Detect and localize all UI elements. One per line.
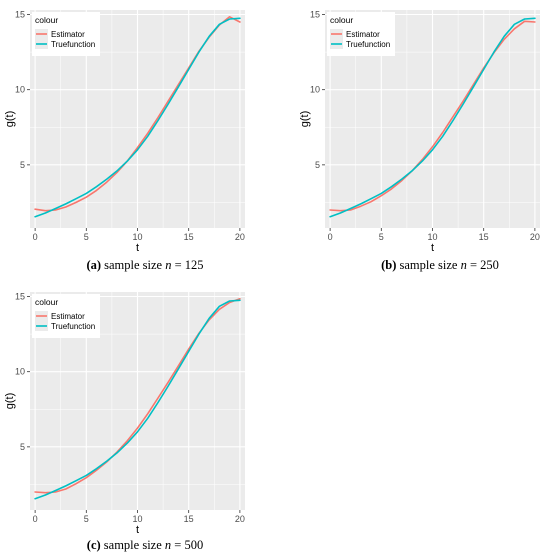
chart-panel-a: 0 5 10 15 20 5 10 15 t g(t) colour Estimator Truefun…	[0, 0, 250, 255]
y-tick-label: 5	[20, 160, 25, 170]
x-tick-label: 20	[235, 232, 245, 242]
x-tick-label: 10	[132, 232, 142, 242]
x-axis-label: t	[136, 242, 139, 254]
y-tick-label: 10	[15, 367, 25, 377]
legend-title: colour	[35, 297, 58, 307]
legend-entry: Estimator	[51, 30, 85, 39]
legend-entry: Truefunction	[346, 40, 390, 49]
x-tick-label: 0	[33, 232, 38, 242]
x-tick-label: 10	[427, 232, 437, 242]
legend-title: colour	[330, 15, 353, 25]
y-tick-label: 15	[15, 292, 25, 302]
series-line-truefunction	[34, 17, 241, 218]
chart-svg: 0 5 10 15 20 5 10 15 t g(t) colour EstimatorTruefun…	[299, 10, 540, 254]
y-tick-label: 10	[15, 85, 25, 95]
chart-panel-b: 0 5 10 15 20 5 10 15 t g(t) colour Estimator Truefun…	[295, 0, 545, 255]
x-tick-label: 20	[530, 232, 540, 242]
x-axis-label: t	[136, 524, 139, 536]
x-tick-label: 5	[84, 514, 89, 524]
x-tick-label: 15	[184, 232, 194, 242]
y-axis-label: g(t)	[4, 111, 16, 128]
caption-c: (c) sample size n = 500	[86, 538, 204, 552]
chart-svg: 0 5 10 15 20 5 10 15 t g(t) colour EstimatorTruefun…	[4, 10, 245, 254]
x-axis-label: t	[431, 242, 434, 254]
chart-svg: 0 5 10 15 20 5 10 15 t g(t) colour EstimatorTruefun…	[4, 292, 245, 536]
series-line-estimator	[329, 20, 536, 212]
y-tick-label: 10	[310, 85, 320, 95]
y-tick-label: 15	[15, 10, 25, 20]
x-tick-label: 0	[33, 514, 38, 524]
x-tick-label: 5	[379, 232, 384, 242]
y-tick-label: 5	[315, 160, 320, 170]
legend-title: colour	[35, 15, 58, 25]
series-line-truefunction	[34, 299, 241, 500]
x-tick-label: 20	[235, 514, 245, 524]
caption-a: (a) sample size n = 125	[86, 258, 204, 272]
y-axis-label: g(t)	[299, 111, 311, 128]
y-tick-label: 15	[310, 10, 320, 20]
x-tick-label: 5	[84, 232, 89, 242]
legend-entry: Estimator	[346, 30, 380, 39]
caption-b: (b) sample size n = 250	[381, 258, 499, 272]
y-axis-label: g(t)	[4, 393, 16, 410]
x-tick-label: 15	[184, 514, 194, 524]
chart-panel-c: 0 5 10 15 20 5 10 15 t g(t) colour Estimator Truefun…	[0, 282, 250, 537]
y-tick-label: 5	[20, 442, 25, 452]
legend-entry: Truefunction	[51, 40, 95, 49]
x-tick-label: 0	[328, 232, 333, 242]
legend-entry: Truefunction	[51, 322, 95, 331]
x-tick-label: 10	[132, 514, 142, 524]
x-tick-label: 15	[479, 232, 489, 242]
series-line-truefunction	[329, 17, 536, 218]
legend-entry: Estimator	[51, 312, 85, 321]
